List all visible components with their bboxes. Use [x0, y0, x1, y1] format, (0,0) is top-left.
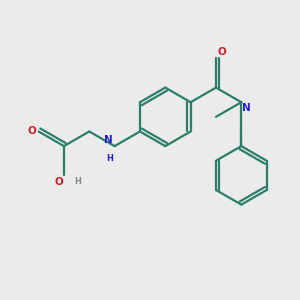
Text: H: H — [106, 154, 113, 163]
Text: H: H — [74, 177, 81, 186]
Text: N: N — [104, 135, 113, 145]
Text: O: O — [28, 126, 36, 136]
Text: O: O — [54, 177, 63, 187]
Text: N: N — [242, 103, 251, 113]
Text: O: O — [218, 47, 226, 57]
